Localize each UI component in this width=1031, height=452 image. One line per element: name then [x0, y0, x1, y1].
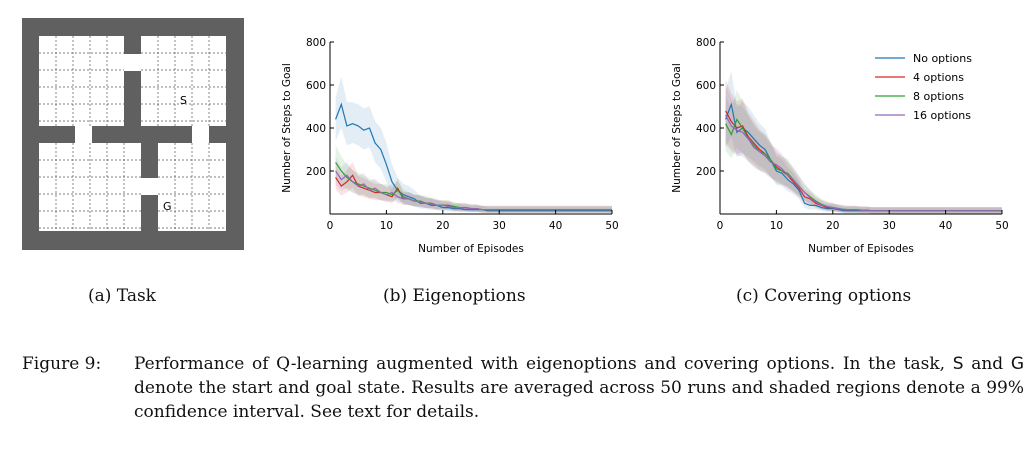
cover-series-line-3	[725, 114, 1002, 212]
cover-x-axis-label: Number of Episodes	[808, 243, 914, 255]
caption-text-3: denote the start and goal state. Results…	[134, 378, 1024, 422]
cover-x-tick-label: 20	[826, 220, 839, 232]
caption-label: Figure 9:	[22, 354, 102, 374]
doorway-4	[141, 178, 158, 195]
eigen-y-tick-label: 400	[306, 123, 326, 135]
caption-goal-symbol: G	[1010, 354, 1025, 374]
cover-legend-label-1: 4 options	[913, 71, 964, 84]
eigen-x-tick-label: 40	[549, 220, 562, 232]
cover-legend-label-3: 16 options	[913, 109, 971, 122]
start-state-label: S	[180, 94, 187, 107]
eigen-y-tick-label: 600	[306, 80, 326, 92]
eigen-x-tick-label: 0	[327, 220, 334, 232]
subcaption-eigenoptions: (b) Eigenoptions	[383, 286, 526, 306]
eigen-y-axis-label: Number of Steps to Goal	[281, 63, 293, 192]
doorway-1	[124, 54, 141, 71]
cover-x-tick-label: 50	[995, 220, 1008, 232]
room-2	[141, 36, 226, 126]
cover-legend-label-0: No options	[913, 52, 972, 65]
cover-legend-label-2: 8 options	[913, 90, 964, 103]
eigen-x-tick-label: 20	[436, 220, 449, 232]
cover-band-3	[725, 84, 1002, 214]
cover-y-tick-label: 200	[696, 166, 716, 178]
room-1	[39, 36, 124, 126]
gridworld-map: SG	[22, 18, 244, 250]
covering-options-plot: 0 10 20 30 40 50 200 400 600 800 Number of Episode…	[671, 37, 1009, 255]
eigenoptions-plot: 0 10 20 30 40 50 200 400 600 800 Number of Episode…	[281, 37, 619, 255]
eigen-x-axis-label: Number of Episodes	[418, 243, 524, 255]
eigen-band-3	[335, 156, 612, 213]
eigen-series-line-3	[335, 170, 612, 211]
cover-band-1	[725, 79, 1002, 214]
goal-state-label: G	[163, 200, 172, 213]
cover-y-tick-label: 600	[696, 80, 716, 92]
eigen-y-tick-label: 800	[306, 37, 326, 49]
cover-y-axis-label: Number of Steps to Goal	[671, 63, 683, 192]
eigen-x-tick-label: 10	[380, 220, 393, 232]
caption-text-1: Performance of Q-learning augmented with…	[134, 354, 953, 374]
cover-y-tick-label: 800	[696, 37, 716, 49]
cover-x-tick-label: 10	[770, 220, 783, 232]
subcaption-covering-options: (c) Covering options	[736, 286, 912, 306]
cover-x-tick-label: 0	[717, 220, 724, 232]
eigen-y-tick-label: 200	[306, 166, 326, 178]
eigen-x-tick-label: 30	[493, 220, 506, 232]
cover-band-0	[725, 71, 1002, 214]
eigen-x-tick-label: 50	[605, 220, 618, 232]
caption-body: Performance of Q-learning augmented with…	[134, 352, 1024, 424]
cover-x-tick-label: 40	[939, 220, 952, 232]
cover-y-tick-label: 400	[696, 123, 716, 135]
eigenoptions-chart: 0 10 20 30 40 50 200 400 600 800 Number of Episode…	[270, 30, 630, 270]
caption-text-2: and	[963, 354, 1011, 374]
covering-options-chart: 0 10 20 30 40 50 200 400 600 800 Number of Episode…	[660, 30, 1020, 270]
subcaption-task: (a) Task	[88, 286, 156, 306]
caption-start-symbol: S	[952, 354, 964, 374]
doorway-2	[75, 126, 92, 143]
doorway-3	[192, 126, 209, 143]
cover-x-tick-label: 30	[883, 220, 896, 232]
eigen-series-line-0	[335, 102, 612, 212]
eigen-band-1	[335, 161, 612, 213]
